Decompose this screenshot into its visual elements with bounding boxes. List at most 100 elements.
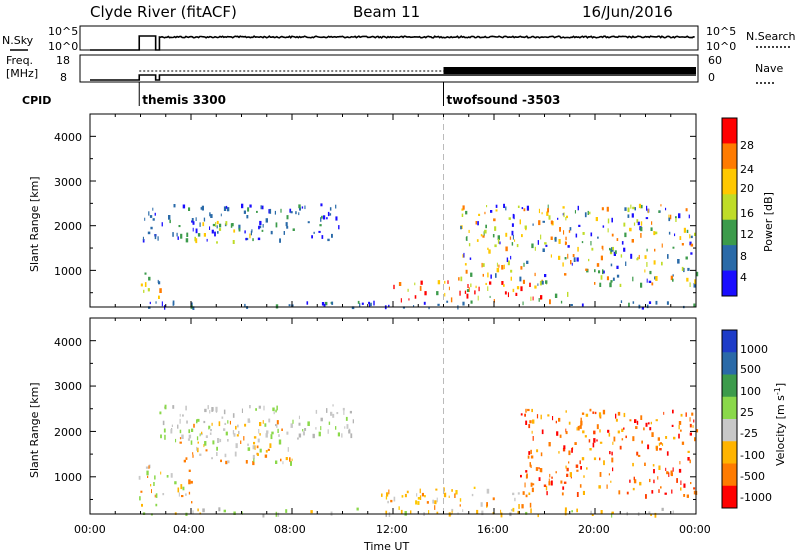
power-scatter-cell	[567, 253, 569, 259]
power-cbar-tick-4: 4	[740, 271, 747, 284]
power-scatter-cell	[232, 240, 235, 244]
velocity-scatter-cell	[252, 445, 255, 450]
velocity-scatter-cell	[185, 457, 188, 460]
velocity-scatter-cell	[591, 513, 594, 516]
power-scatter-cell	[436, 291, 439, 296]
velocity-scatter-cell	[600, 510, 603, 514]
power-scatter-cell	[180, 233, 183, 239]
velocity-colorbar-cell	[722, 463, 737, 487]
power-scatter-cell	[612, 246, 614, 251]
velocity-scatter-cell	[343, 410, 345, 415]
velocity-scatter-cell	[566, 467, 569, 472]
velocity-scatter-cell	[224, 453, 227, 458]
velocity-scatter-cell	[451, 508, 454, 512]
velocity-scatter-cell	[267, 448, 270, 451]
velocity-scatter-cell	[648, 511, 651, 515]
power-scatter-cell	[329, 213, 332, 216]
velocity-scatter-cell	[655, 419, 658, 422]
velocity-scatter-cell	[432, 499, 434, 504]
power-scatter-cell	[216, 241, 218, 244]
velocity-scatter-cell	[602, 409, 606, 415]
velocity-scatter-cell	[525, 470, 528, 473]
power-scatter-cell	[320, 203, 323, 207]
velocity-scatter-cell	[568, 450, 571, 456]
power-scatter-cell	[546, 211, 549, 216]
velocity-scatter-cell	[658, 489, 660, 493]
power-scatter-cell	[661, 243, 663, 248]
velocity-scatter-cell	[330, 411, 333, 416]
velocity-scatter-cell	[312, 433, 315, 439]
power-scatter-cell	[466, 293, 469, 299]
power-scatter-cell	[503, 264, 505, 270]
velocity-scatter-cell	[236, 434, 239, 437]
power-scatter-cell	[498, 264, 500, 268]
power-scatter-cell	[661, 261, 663, 266]
velocity-scatter-cell	[599, 472, 602, 477]
velocity-scatter-cell	[592, 442, 595, 448]
velocity-scatter-cell	[480, 502, 483, 507]
power-scatter-cell	[219, 223, 222, 228]
velocity-scatter-cell	[476, 509, 479, 514]
power-colorbar: 28 24 20 16 12 8 4 Power [dB]	[721, 117, 775, 297]
power-scatter-cell	[304, 205, 306, 210]
velocity-scatter-cell	[190, 480, 193, 484]
velocity-scatter-cell	[531, 408, 533, 413]
power-scatter-cell	[290, 211, 293, 214]
velocity-scatter-cells	[138, 404, 699, 518]
velocity-scatter-cell	[247, 443, 249, 446]
power-scatter-cell	[607, 228, 609, 233]
power-scatter-cell	[550, 254, 552, 258]
velocity-scatter-cell	[528, 492, 531, 495]
power-scatter-cell	[640, 221, 643, 226]
power-panel: 1000 2000 3000 4000 Slant Range [km]	[28, 113, 699, 310]
nave-tick-top: 60	[708, 54, 722, 67]
velocity-scatter-cell	[683, 494, 686, 497]
power-scatter-cell	[462, 254, 464, 258]
power-scatter-cell	[414, 282, 416, 286]
noise-panel: N.Sky 10^5 10^0 10^5 10^0 N.Search	[2, 25, 796, 53]
velocity-scatter-cell	[574, 442, 577, 445]
power-scatter-cell	[320, 217, 322, 222]
velocity-scatter-cell	[259, 433, 261, 436]
velocity-scatter-cell	[531, 430, 533, 434]
power-scatter-cell	[370, 302, 372, 307]
power-scatter-cell	[501, 265, 504, 270]
power-scatter-cell	[329, 207, 332, 211]
velocity-scatter-cell	[530, 449, 532, 455]
velocity-scatter-cell	[512, 492, 515, 496]
power-scatter-cell	[689, 282, 691, 287]
power-scatter-cell	[158, 295, 160, 299]
noise-right-tick-top: 10^5	[706, 25, 736, 38]
power-scatter-cell	[632, 276, 634, 282]
velocity-scatter-cell	[393, 496, 396, 502]
velocity-scatter-cell	[588, 439, 591, 443]
velocity-scatter-cell	[492, 497, 495, 501]
power-scatter-cell	[687, 267, 690, 271]
velocity-scatter-cell	[525, 420, 528, 425]
power-scatter-cell	[545, 280, 548, 284]
velocity-scatter-cell	[599, 441, 603, 444]
velocity-scatter-cell	[171, 424, 173, 427]
power-scatter-cell	[515, 292, 518, 296]
velocity-scatter-cell	[525, 494, 528, 498]
velocity-colorbar: 1000 500 100 25 -25 -100 -500 -1000 Velo…	[721, 329, 787, 509]
velocity-scatter-cell	[579, 460, 581, 465]
velocity-scatter-cell	[543, 484, 547, 487]
power-scatter-cell	[647, 208, 649, 214]
power-scatter-cell	[505, 206, 507, 211]
velocity-scatter-cell	[291, 458, 293, 462]
velocity-scatter-cell	[256, 453, 259, 456]
power-scatter-cell	[357, 300, 360, 304]
velocity-scatter-cell	[576, 427, 578, 431]
power-scatter-cell	[646, 205, 648, 211]
velocity-scatter-cell	[641, 440, 643, 444]
velocity-scatter-cell	[205, 449, 208, 452]
power-scatter-cell	[559, 227, 561, 232]
power-scatter-cell	[529, 282, 531, 287]
power-scatter-cell	[563, 212, 565, 218]
power-scatter-cell	[233, 229, 236, 233]
velocity-scatter-cell	[220, 459, 222, 463]
power-scatter-cell	[428, 306, 430, 310]
velocity-colorbar-frame	[721, 329, 738, 509]
velocity-scatter-cell	[576, 508, 578, 513]
